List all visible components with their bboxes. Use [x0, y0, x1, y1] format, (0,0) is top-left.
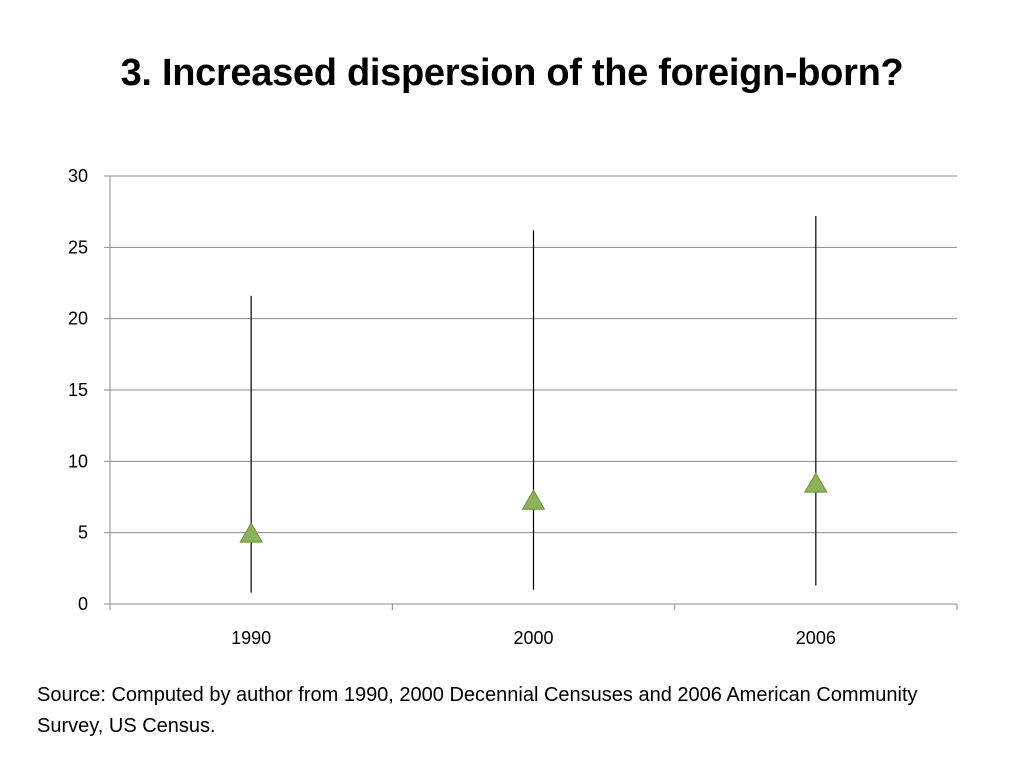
triangle-marker — [239, 522, 264, 543]
y-tick-label: 30 — [68, 166, 88, 186]
triangle-marker — [803, 472, 828, 493]
y-tick-label: 20 — [68, 309, 88, 329]
y-tick-label: 0 — [78, 594, 88, 614]
y-tick-label: 25 — [68, 237, 88, 257]
x-tick-label: 2000 — [513, 628, 553, 648]
x-tick-label: 1990 — [231, 628, 271, 648]
source-note: Source: Computed by author from 1990, 20… — [37, 684, 918, 737]
triangle-marker — [521, 489, 546, 510]
range-lines — [250, 215, 817, 593]
tick-labels: 0 5 10 15 20 25 30 1990 2000 2006 — [68, 166, 836, 648]
y-tick-label: 15 — [68, 380, 88, 400]
y-tick-label: 10 — [68, 451, 88, 471]
value-markers — [239, 472, 828, 543]
axes — [104, 175, 958, 610]
x-tick-label: 2006 — [796, 628, 836, 648]
y-tick-label: 5 — [78, 523, 88, 543]
slide-title: 3. Increased dispersion of the foreign-b… — [120, 52, 904, 94]
